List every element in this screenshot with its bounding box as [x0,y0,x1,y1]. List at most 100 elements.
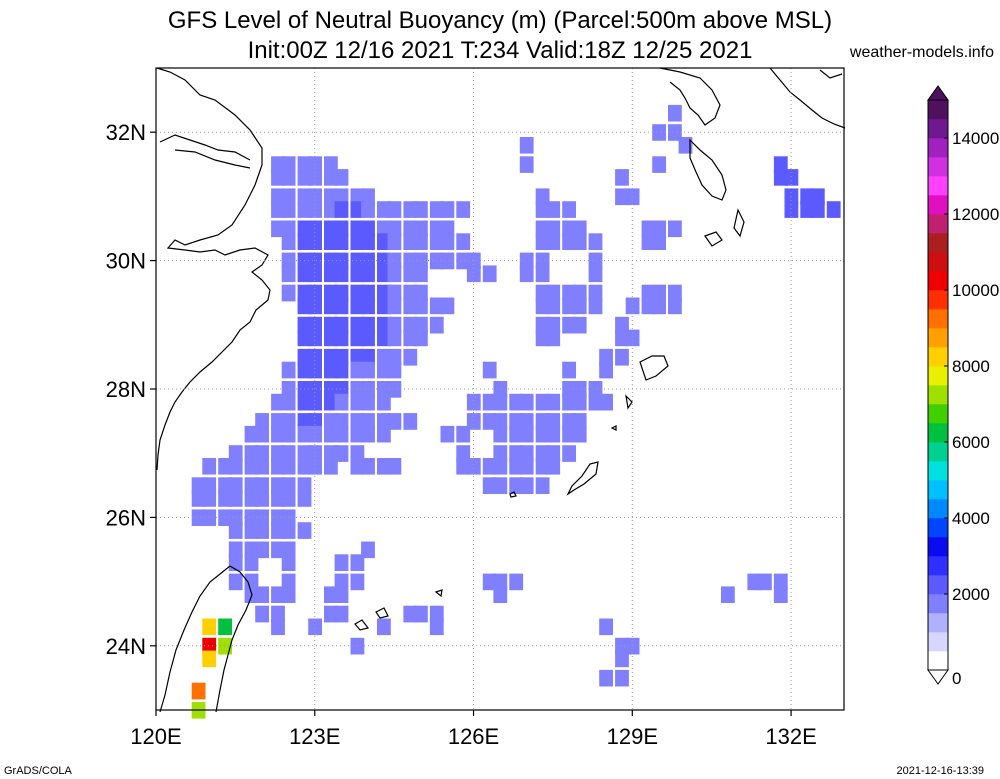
data-cell [414,265,428,283]
data-cell [334,586,349,603]
data-cell [297,393,312,411]
data-cell [202,509,217,526]
data-cell [350,284,365,302]
data-cell [350,316,365,334]
data-cell [228,541,243,559]
data-cell [308,297,322,315]
colorbar-segment [928,442,948,462]
data-cell [572,393,587,411]
y-tick-label: 26N [106,505,146,530]
data-cell [334,297,349,315]
data-cell [387,361,402,379]
data-cell [255,509,269,526]
data-cell [334,284,349,302]
data-cell [615,669,629,687]
data-cell [403,329,418,347]
colorbar-segment [928,252,948,272]
data-cell [324,220,338,238]
colorbar-segment [928,461,948,481]
data-cell [361,329,375,347]
footer-source: GrADS/COLA [4,765,72,777]
data-cell [361,425,375,443]
data-cell [588,284,603,302]
data-cell [297,233,312,250]
data-cell [377,297,391,315]
data-cell [308,316,322,334]
data-cell [440,252,455,270]
data-cell [429,297,444,315]
data-cell [271,605,285,623]
data-cell [377,265,391,283]
data-cell [228,509,243,526]
data-cell [466,393,481,411]
jeju-island [610,425,617,431]
x-tick-label: 132E [765,724,816,749]
data-cell [493,458,508,475]
data-cell [562,284,576,302]
data-cell [652,156,666,173]
data-cell [668,124,682,141]
data-cell [403,605,418,623]
data-cell [519,413,534,430]
data-cell [535,413,550,430]
data-cell [414,605,428,623]
data-cell [482,573,497,591]
data-cell [361,220,375,238]
data-cell [244,509,259,526]
data-cell [519,265,534,283]
data-cell [377,316,391,334]
data-cell [361,316,375,334]
data-cell [800,201,815,218]
colorbar-tick-label: 14000 [952,129,999,148]
data-cell [308,201,322,218]
data-cell [466,265,481,283]
data-cell [535,445,550,462]
data-cell [281,541,296,559]
data-cell [202,650,217,668]
data-cell [377,252,391,270]
data-cell [350,381,365,398]
data-cell [281,265,296,283]
data-cell [615,348,629,366]
data-cell [281,586,296,603]
data-cell [334,348,349,366]
data-cell [324,381,338,398]
data-cell [271,220,285,238]
data-cell [440,233,455,250]
colorbar-segment [928,290,948,310]
data-cell [588,233,603,250]
data-cell [228,573,243,591]
data-cell [324,156,338,173]
data-cell [244,522,259,539]
data-cell [350,393,365,411]
data-cell [519,425,534,443]
colorbar-segment [928,271,948,291]
coastlines [156,67,846,713]
data-cell [810,188,825,206]
data-cell [535,393,550,411]
data-cell [387,233,402,250]
data-cell [361,348,375,366]
data-cell [377,413,391,430]
data-cell [668,284,682,302]
data-cell [350,637,365,655]
colorbar-segment [928,423,948,443]
data-cell [297,201,312,218]
data-cell [509,458,524,475]
data-cell [800,188,815,206]
data-cell [758,573,772,591]
data-cell [456,201,471,218]
data-cell [572,413,587,430]
data-cell [202,618,217,636]
data-cell [784,169,799,186]
data-cell [509,445,524,462]
daito-island [509,491,517,498]
data-cell [244,458,259,475]
data-cell [535,252,550,270]
data-cell [218,490,232,507]
data-cell [599,393,613,411]
data-cell [562,220,576,238]
data-cell [297,169,312,186]
data-cell [493,445,508,462]
data-cell [350,413,365,430]
